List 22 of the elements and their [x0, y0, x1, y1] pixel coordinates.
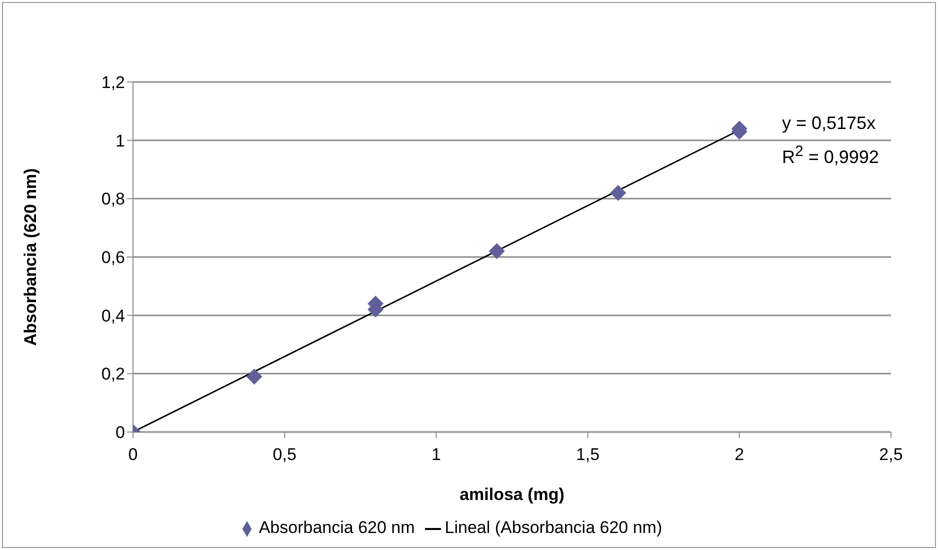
y-tick-label: 0,2 — [101, 364, 125, 384]
y-tick-label: 0,4 — [101, 306, 125, 326]
point — [488, 243, 505, 260]
legend-label: Absorbancia 620 nm — [258, 518, 415, 537]
y-tick-label: 1,2 — [101, 73, 125, 92]
x-tick-label: 0 — [128, 445, 138, 464]
y-tick-label: 0 — [116, 423, 125, 442]
y-axis-title: Absorbancia (620 nm) — [21, 168, 40, 346]
x-tick-label: 2,5 — [879, 445, 903, 464]
x-tick-label: 1 — [431, 445, 441, 464]
annotation: y = 0,5175x — [782, 113, 876, 134]
legend-label: Lineal (Absorbancia 620 nm) — [444, 518, 662, 537]
x-axis-title: amilosa (mg) — [460, 485, 564, 504]
point — [246, 368, 262, 385]
x-tick-label: 0,5 — [272, 445, 296, 464]
y-tick-label: 0,8 — [101, 190, 125, 209]
annotation: R$^{2}$ = 0,9992 — [782, 143, 879, 168]
x-tick-label: 1,5 — [576, 445, 600, 464]
y-tick-label: 0,6 — [101, 248, 125, 268]
point — [610, 184, 626, 201]
x-tick-label: 2 — [734, 445, 744, 464]
y-tick-label: 1 — [116, 131, 125, 150]
